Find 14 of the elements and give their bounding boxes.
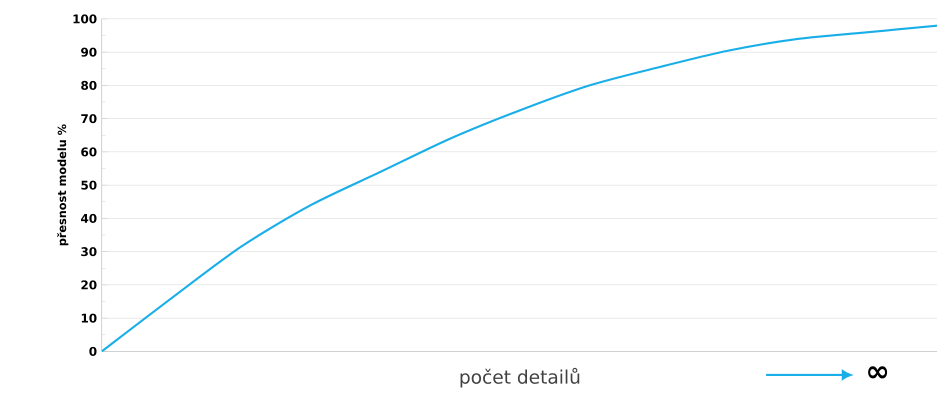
y-tick-label: 80 bbox=[81, 80, 97, 90]
y-tick-label: 30 bbox=[81, 247, 97, 256]
y-tick-label: 50 bbox=[81, 180, 97, 190]
y-tick-label: 90 bbox=[81, 48, 97, 57]
y-tick-label: 20 bbox=[81, 280, 97, 290]
y-tick-label: 40 bbox=[81, 214, 97, 223]
y-tick-label: 70 bbox=[81, 114, 97, 124]
y-tick-label: 0 bbox=[89, 346, 97, 356]
y-tick-label: 10 bbox=[82, 314, 97, 323]
x-axis-title: počet detailů bbox=[460, 368, 580, 388]
y-axis-title: přesnost modelu % bbox=[57, 124, 68, 246]
text: ∞ bbox=[868, 366, 888, 378]
y-tick-label: 100 bbox=[74, 14, 97, 24]
y-tick-label: 60 bbox=[81, 147, 97, 156]
